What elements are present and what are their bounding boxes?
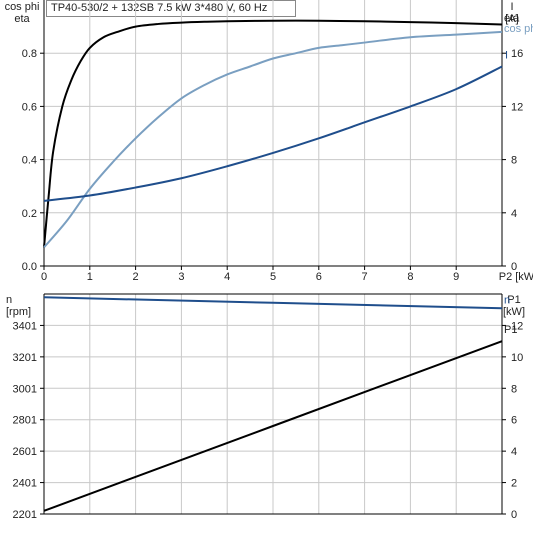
- series-line-i: [43, 65, 503, 202]
- series-line-cos-phi: [43, 30, 503, 249]
- bottom-right-tick-label: 2: [511, 478, 517, 490]
- top-right-tick-label: 12: [511, 101, 523, 113]
- top-x-tick-label: 1: [87, 271, 93, 283]
- chart-title-box: TP40-530/2 + 132SB 7.5 kW 3*480 V, 60 Hz: [46, 0, 296, 17]
- top-left-tick-label: 0.4: [22, 155, 37, 167]
- top-x-tick-label: 8: [407, 271, 413, 283]
- bottom-right-tick-label: 12: [511, 320, 523, 332]
- bottom-left-tick-label: 2601: [13, 446, 37, 458]
- series-line-eta: [43, 19, 503, 248]
- bottom-left-tick-label: 2801: [13, 415, 37, 427]
- top-left-axis-label-2: eta: [14, 13, 30, 25]
- top-left-tick-label: 0.8: [22, 48, 37, 60]
- series-label-i: I: [505, 50, 508, 62]
- top-x-tick-label: 4: [224, 271, 230, 283]
- bottom-right-tick-label: 0: [511, 509, 517, 521]
- bottom-left-axis-label-2: [rpm]: [6, 306, 31, 318]
- series-line-p1: [43, 340, 503, 512]
- bottom-right-tick-label: 6: [511, 415, 517, 427]
- top-left-axis-label-1: cos phi: [5, 1, 40, 13]
- bottom-left-tick-label: 2201: [13, 509, 37, 521]
- bottom-left-tick-label: 3401: [13, 320, 37, 332]
- series-label-p1: P1: [504, 324, 517, 336]
- top-left-tick-label: 0.2: [22, 208, 37, 220]
- bottom-right-tick-label: 10: [511, 352, 523, 364]
- top-right-tick-label: 4: [511, 208, 517, 220]
- top-x-tick-label: 5: [270, 271, 276, 283]
- series-label-cos-phi: cos phi: [504, 23, 533, 35]
- top-right-tick-label: 16: [511, 48, 523, 60]
- top-right-tick-label: 8: [511, 155, 517, 167]
- top-right-tick-label: 0: [511, 261, 517, 273]
- bottom-left-axis-label-1: n: [6, 294, 12, 306]
- top-x-axis-label: P2 [kW]: [499, 271, 533, 283]
- top-x-tick-label: 9: [453, 271, 459, 283]
- bottom-left-tick-label: 2401: [13, 478, 37, 490]
- chart-title: TP40-530/2 + 132SB 7.5 kW 3*480 V, 60 Hz: [51, 2, 268, 14]
- top-x-tick-label: 7: [362, 271, 368, 283]
- bottom-right-tick-label: 8: [511, 383, 517, 395]
- top-left-tick-label: 0.6: [22, 101, 37, 113]
- series-label-eta: eta: [504, 12, 520, 24]
- top-right-axis-label-1: I: [510, 1, 513, 13]
- top-x-tick-label: 0: [41, 271, 47, 283]
- bottom-right-tick-label: 4: [511, 446, 517, 458]
- series-label-n: n: [504, 294, 510, 306]
- bottom-left-tick-label: 3201: [13, 352, 37, 364]
- top-right-axis-label-2: [A]: [505, 13, 518, 25]
- bottom-right-axis-label-2: [kW]: [503, 306, 525, 318]
- series-line-n: [43, 296, 503, 310]
- bottom-right-axis-label-1: P1: [507, 294, 520, 306]
- top-x-tick-label: 6: [316, 271, 322, 283]
- top-left-tick-label: 0.0: [22, 261, 37, 273]
- top-x-tick-label: 3: [178, 271, 184, 283]
- top-x-tick-label: 2: [133, 271, 139, 283]
- bottom-left-tick-label: 3001: [13, 383, 37, 395]
